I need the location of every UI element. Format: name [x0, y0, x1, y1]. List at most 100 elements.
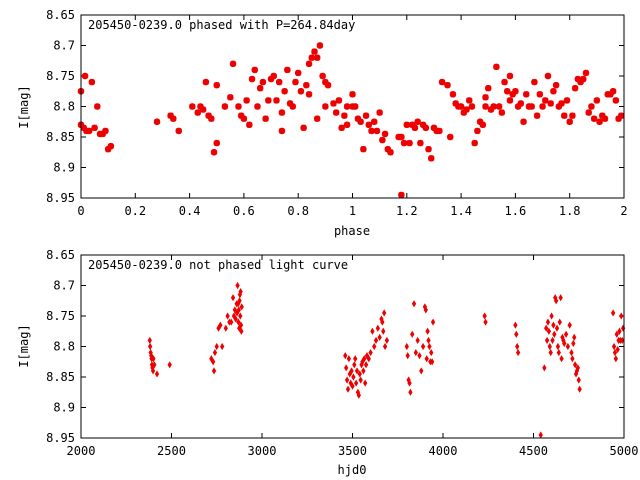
- raw-data-point: [554, 324, 560, 332]
- phased-data-point: [476, 118, 484, 125]
- phased-data-point: [210, 149, 218, 156]
- phased-x-tick-label: 0.2: [124, 204, 146, 218]
- phased-plot-frame: [80, 14, 625, 199]
- phased-data-point: [199, 106, 207, 113]
- phased-data-point: [316, 42, 324, 49]
- phased-data-point: [167, 112, 174, 119]
- phased-y-tick-label: 8.85: [46, 130, 75, 144]
- phased-data-point: [262, 115, 269, 122]
- phased-data-point: [400, 139, 408, 147]
- raw-data-point: [420, 342, 426, 351]
- raw-data-point: [353, 379, 359, 387]
- raw-data-point: [238, 321, 244, 329]
- raw-y-tick-label: 8.65: [46, 248, 75, 262]
- raw-data-point: [352, 361, 357, 369]
- phased-data-point: [322, 103, 329, 110]
- phased-data-point: [495, 103, 503, 110]
- raw-data-point: [237, 297, 242, 305]
- raw-data-point: [413, 349, 418, 357]
- raw-y-tick-label: 8.85: [46, 370, 75, 384]
- phased-data-point: [88, 78, 96, 86]
- raw-data-point: [377, 333, 382, 341]
- raw-data-point: [211, 367, 217, 375]
- phased-data-point: [243, 97, 250, 104]
- phased-data-point: [248, 75, 256, 83]
- phased-data-point: [514, 103, 522, 110]
- phased-data-point: [259, 78, 267, 86]
- phased-data-point: [601, 115, 609, 122]
- phased-data-point: [368, 127, 375, 135]
- phased-data-point: [552, 81, 560, 89]
- phased-data-point: [308, 54, 315, 61]
- phased-x-tick-label: 1: [349, 204, 356, 218]
- phased-data-point: [237, 112, 245, 119]
- raw-data-point: [232, 306, 237, 314]
- raw-data-point: [238, 288, 243, 296]
- phased-data-point: [417, 139, 424, 147]
- phased-data-point: [428, 155, 435, 162]
- raw-data-point: [382, 342, 388, 351]
- raw-data-point: [350, 382, 355, 390]
- phased-data-point: [314, 54, 321, 61]
- phased-data-point: [471, 139, 478, 147]
- phased-data-point: [555, 103, 563, 110]
- raw-data-point: [235, 281, 240, 290]
- phased-data-point: [349, 91, 356, 98]
- raw-data-point: [617, 327, 622, 335]
- phased-data-point: [506, 72, 514, 80]
- raw-data-point: [346, 355, 352, 363]
- raw-data-point: [557, 318, 562, 326]
- phased-data-point: [607, 91, 614, 98]
- phased-data-point: [419, 121, 427, 128]
- raw-data-point: [152, 361, 157, 369]
- raw-data-point: [353, 355, 358, 363]
- raw-data-point: [408, 388, 413, 396]
- phased-data-point: [305, 91, 313, 98]
- phased-data-point: [213, 139, 220, 147]
- raw-data-point: [551, 321, 556, 329]
- phased-data-point: [338, 124, 345, 132]
- raw-data-point: [556, 349, 561, 357]
- raw-data-point: [210, 358, 216, 366]
- phased-data-point: [314, 115, 321, 122]
- raw-data-point: [570, 355, 575, 363]
- raw-data-point: [544, 324, 549, 332]
- phased-chart-title: 205450-0239.0 phased with P=264.84day: [88, 18, 355, 32]
- phased-data-point: [284, 66, 291, 74]
- phased-data-point: [94, 103, 101, 110]
- phased-y-axis-label: I[mag]: [17, 85, 31, 128]
- phased-x-tick-label: 0.4: [179, 204, 201, 218]
- raw-data-point: [147, 342, 153, 351]
- raw-data-point: [482, 312, 487, 320]
- phased-data-point: [512, 88, 519, 95]
- raw-data-point: [358, 376, 363, 384]
- raw-data-point: [538, 431, 543, 439]
- phased-data-point: [81, 72, 89, 80]
- phased-data-point: [533, 112, 541, 119]
- phased-data-point: [544, 72, 552, 80]
- phased-data-point: [523, 91, 530, 98]
- phased-data-point: [278, 127, 286, 135]
- phased-data-point: [265, 97, 272, 104]
- phased-data-point: [542, 97, 549, 104]
- raw-data-point: [572, 361, 578, 369]
- phased-data-point: [580, 75, 587, 83]
- raw-data-point: [380, 318, 385, 326]
- raw-data-point: [212, 349, 218, 357]
- phased-data-point: [227, 94, 234, 101]
- phased-data-point: [585, 109, 592, 116]
- phased-data-point: [91, 124, 98, 132]
- raw-data-point: [370, 327, 375, 335]
- phased-data-point: [235, 103, 242, 110]
- phased-data-point: [333, 109, 340, 116]
- phased-data-point: [615, 115, 622, 122]
- raw-data-point: [151, 355, 156, 363]
- raw-data-point: [238, 312, 243, 320]
- raw-x-tick-label: 2000: [67, 444, 96, 458]
- phased-y-tick-label: 8.8: [53, 100, 75, 114]
- phased-x-axis-label: phase: [334, 224, 370, 238]
- phased-data-point: [153, 118, 161, 125]
- raw-data-point: [575, 364, 580, 372]
- phased-data-point: [438, 78, 446, 86]
- phased-data-point: [343, 121, 351, 128]
